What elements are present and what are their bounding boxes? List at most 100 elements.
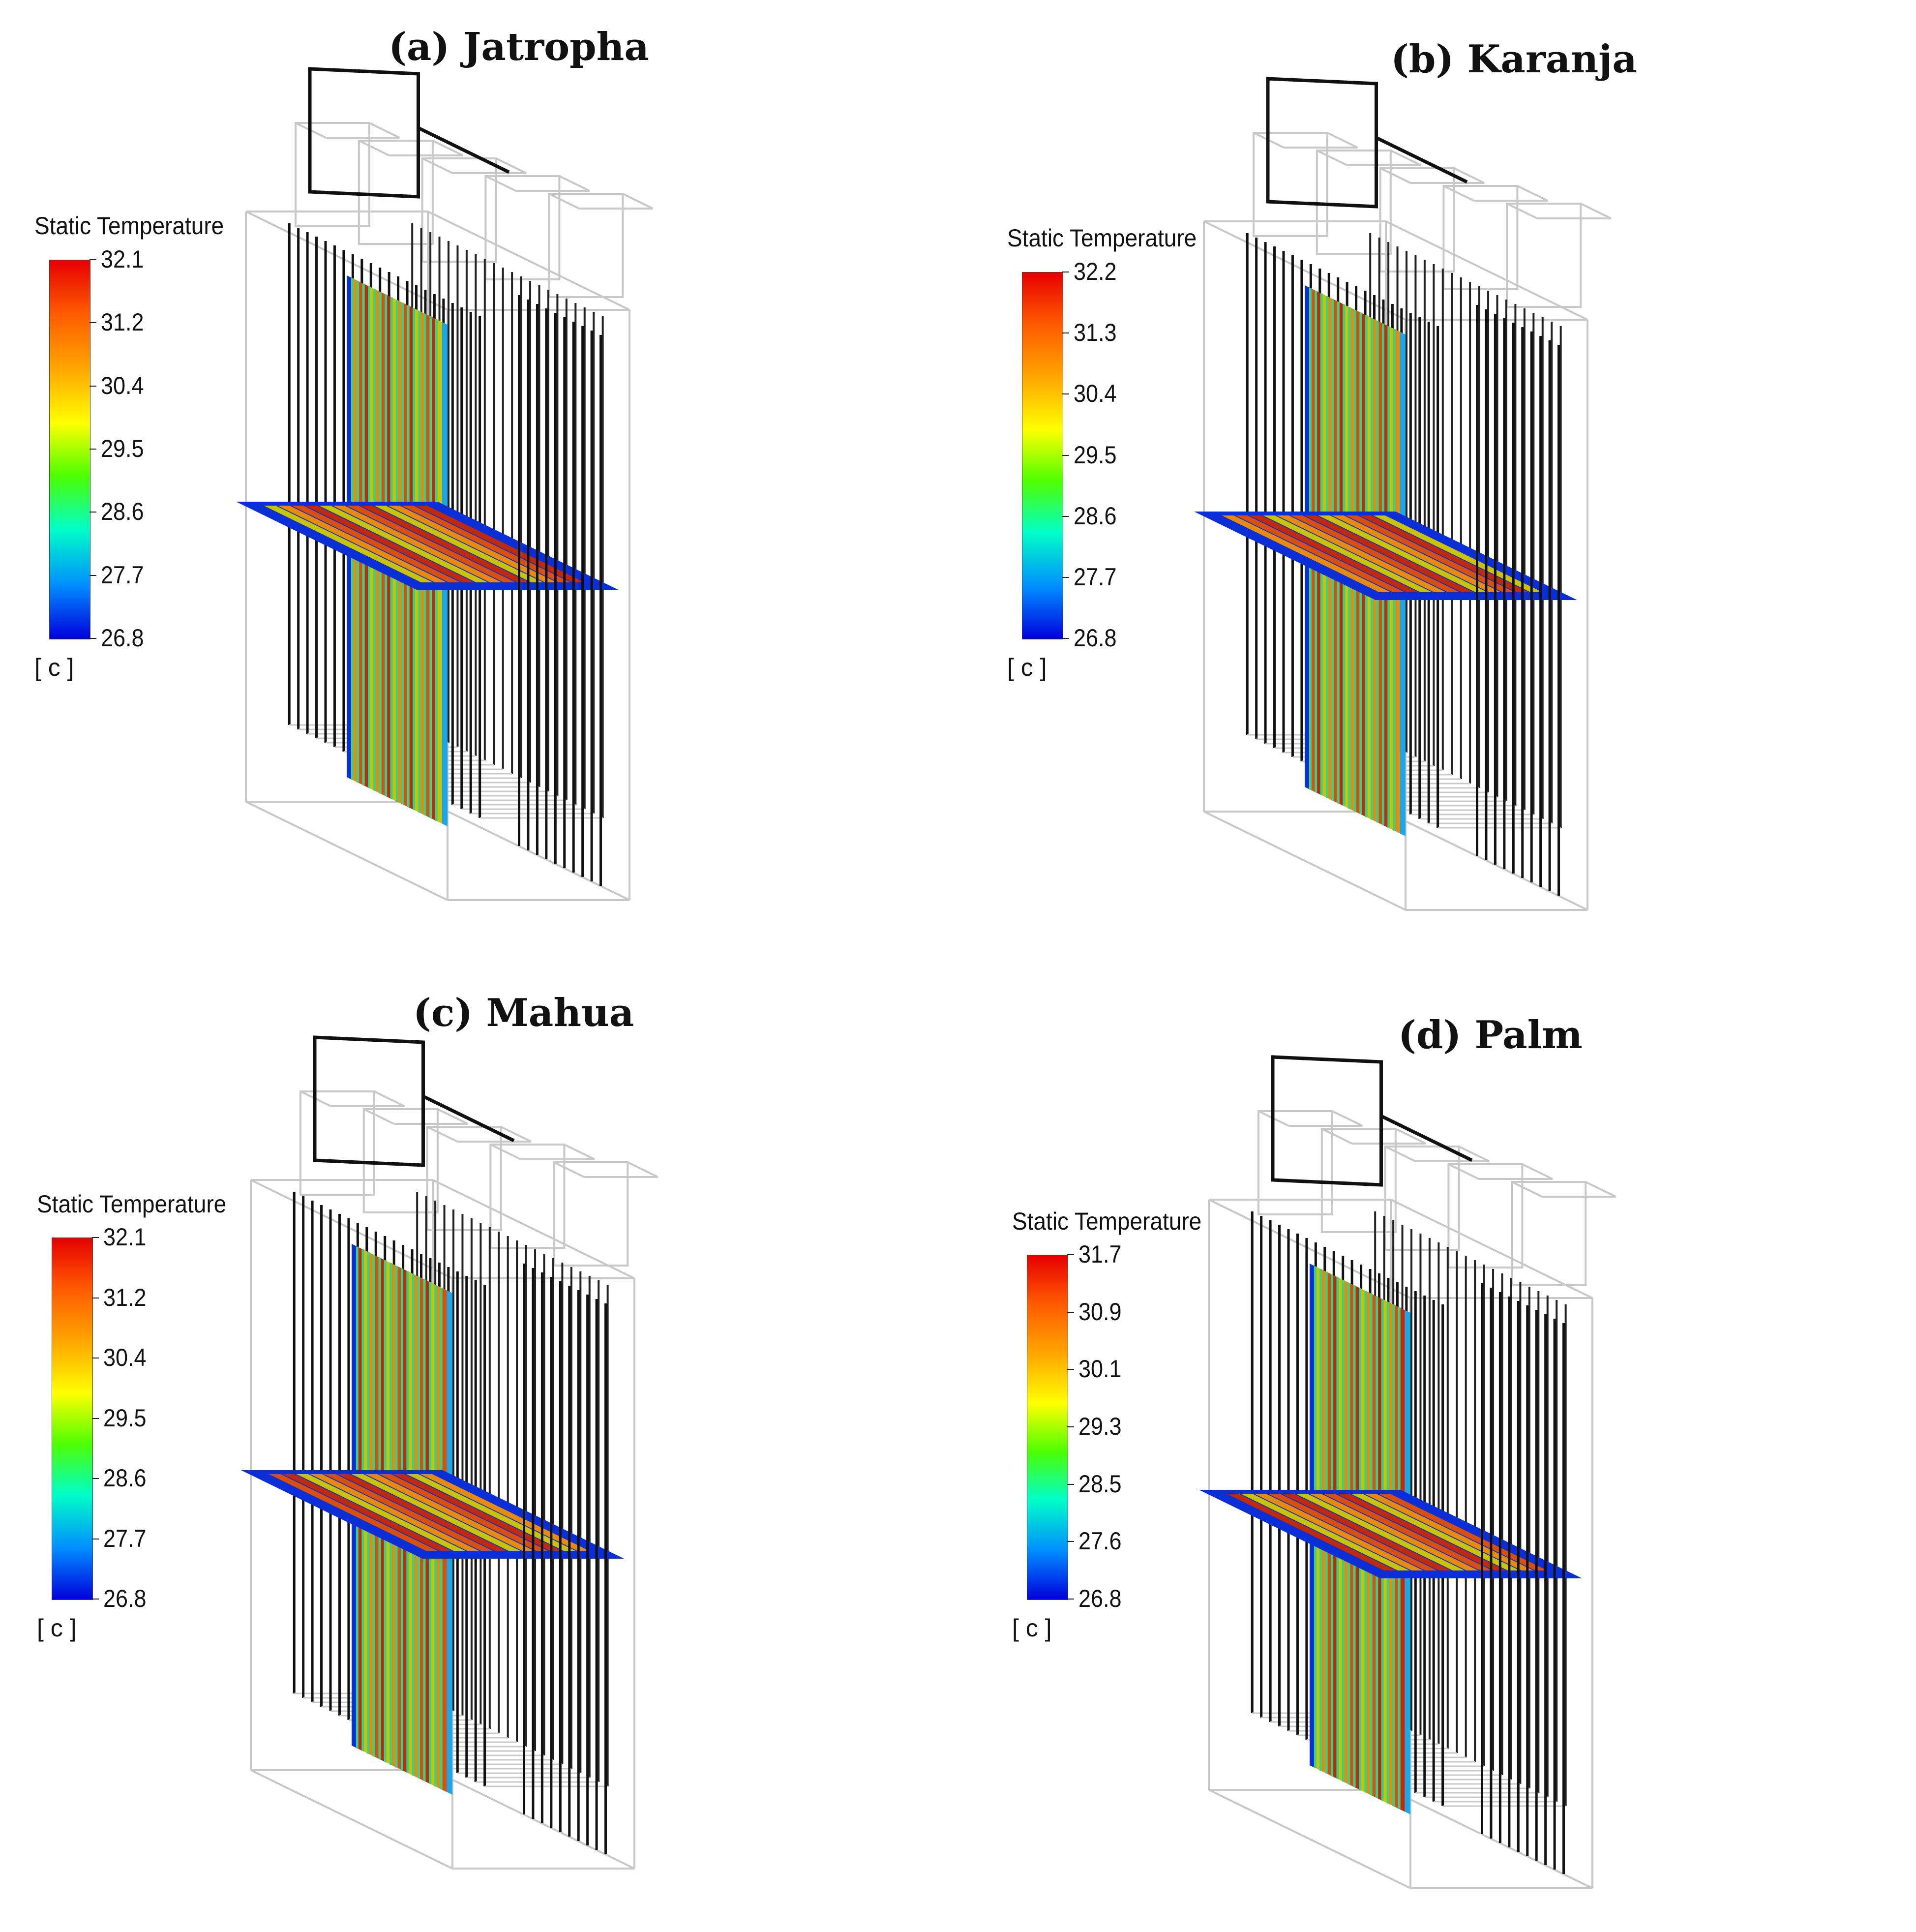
temperature-band (269, 1474, 438, 1551)
temperature-band (1337, 1494, 1506, 1570)
terminal-box (548, 193, 624, 298)
busbar-link (1380, 1114, 1473, 1162)
battery-pack-model (241, 1035, 659, 1870)
temperature-band (365, 1474, 535, 1551)
colorbar-tick-label: 27.6 (1078, 1527, 1122, 1555)
busbar-frame (313, 1035, 425, 1167)
colorbar (1022, 272, 1063, 639)
colorbar-tick-label: 30.4 (1074, 380, 1117, 408)
terminal-edge (437, 1108, 469, 1125)
temperature-band (291, 506, 461, 582)
colorbar-tick-label: 26.8 (1078, 1585, 1122, 1612)
colorbar-tick-label: 29.3 (1078, 1413, 1122, 1440)
terminal-box (553, 1161, 629, 1267)
colorbar-tick-label: 29.5 (1074, 441, 1117, 469)
horizontal-contour-plane (1199, 1490, 1582, 1578)
enclosure-edge (250, 1769, 453, 1870)
terminal-edge (1390, 150, 1422, 166)
terminal-edge (1384, 1146, 1416, 1162)
terminal-edge (622, 193, 654, 210)
enclosure-edge (1390, 1789, 1593, 1889)
model-canvas (1199, 1055, 1617, 1889)
busbar-frame (1266, 77, 1378, 209)
busbar-frame (308, 67, 420, 199)
temperature-band (1222, 515, 1391, 592)
panel-title: (d) Palm (1398, 1013, 1583, 1057)
temperature-band (1318, 515, 1488, 592)
temperature-band (1268, 1494, 1437, 1570)
horizontal-contour-plane (236, 502, 619, 590)
temperature-band (1373, 515, 1543, 592)
figure-panel: (d) Palm Static Temperature 31.7 30.9 30.1 29… (958, 966, 1916, 1932)
temperature-band (337, 1474, 507, 1551)
temperature-band (351, 1474, 521, 1551)
temperature-band (420, 1474, 590, 1551)
terminal-edge (553, 1161, 585, 1178)
temperature-band (1263, 515, 1433, 592)
enclosure-edge (432, 1769, 635, 1870)
colorbar-tick (92, 1478, 99, 1479)
colorbar-tick (1067, 1483, 1074, 1485)
colorbar-tick (1067, 1426, 1074, 1427)
temperature-band (1332, 515, 1501, 592)
colorbar (49, 260, 90, 639)
terminal-edge (1332, 1110, 1363, 1127)
colorbar-tick (92, 1538, 99, 1540)
colorbar-tick-label: 31.2 (103, 1283, 147, 1311)
terminal-box (1320, 1128, 1397, 1233)
colorbar-tick (1067, 1254, 1074, 1255)
terminal-edge (495, 157, 527, 174)
terminal-edge (1458, 1146, 1490, 1162)
colorbar-tick-label: 26.8 (101, 624, 144, 652)
colorbar-tick (92, 1418, 99, 1419)
colorbar-unit: [ c ] (34, 654, 74, 681)
colorbar-unit: [ c ] (37, 1614, 77, 1642)
legend-title: Static Temperature (1012, 1208, 1202, 1235)
model-canvas (236, 67, 654, 901)
terminal-edge (1395, 1128, 1427, 1145)
colorbar-tick (1062, 638, 1069, 639)
temperature-band (305, 506, 475, 582)
terminal-edge (421, 157, 453, 174)
colorbar (52, 1238, 93, 1600)
temperature-band (277, 506, 447, 582)
colorbar-tick-label: 28.6 (103, 1464, 147, 1492)
terminal-box (295, 122, 370, 227)
horizontal-contour-plane (1194, 512, 1577, 600)
terminal-edge (374, 1090, 405, 1107)
colorbar-tick-label: 31.3 (1074, 319, 1117, 347)
colorbar-tick (1067, 1541, 1074, 1542)
colorbar-tick-label: 26.8 (103, 1585, 147, 1612)
model-canvas (241, 1035, 659, 1870)
colorbar-tick (1067, 1369, 1074, 1370)
temperature-band (1323, 1494, 1493, 1570)
terminal-edge (1506, 203, 1538, 219)
enclosure-edge (245, 801, 448, 901)
battery-pack-model (236, 67, 654, 901)
colorbar-tick-label: 32.2 (1074, 258, 1117, 285)
colorbar-tick-label: 31.7 (1078, 1240, 1122, 1268)
enclosure-edge (427, 211, 630, 311)
temperature-band (1277, 515, 1446, 592)
colorbar-tick-label: 27.7 (103, 1524, 147, 1552)
legend-title: Static Temperature (1007, 224, 1197, 252)
terminal-edge (559, 175, 590, 192)
colorbar-tick (90, 638, 96, 639)
terminal-edge (1443, 185, 1474, 202)
terminal-edge (490, 1144, 521, 1160)
battery-pack-model (1199, 1055, 1617, 1889)
terminal-box (1384, 1146, 1460, 1251)
colorbar-tick-label: 30.1 (1078, 1355, 1122, 1383)
terminal-edge (1522, 1163, 1553, 1180)
colorbar-tick-label: 26.8 (1074, 624, 1117, 652)
temperature-band (264, 506, 433, 582)
panel-title: (c) Mahua (413, 991, 634, 1035)
temperature-band (282, 1474, 452, 1551)
terminal-box (426, 1126, 502, 1231)
terminal-edge (1327, 132, 1358, 149)
colorbar-tick-label: 28.5 (1078, 1470, 1122, 1498)
colorbar-tick-label: 29.5 (101, 435, 144, 462)
enclosure-edge (245, 211, 448, 311)
temperature-band (1254, 1494, 1424, 1570)
colorbar-tick (92, 1599, 99, 1600)
